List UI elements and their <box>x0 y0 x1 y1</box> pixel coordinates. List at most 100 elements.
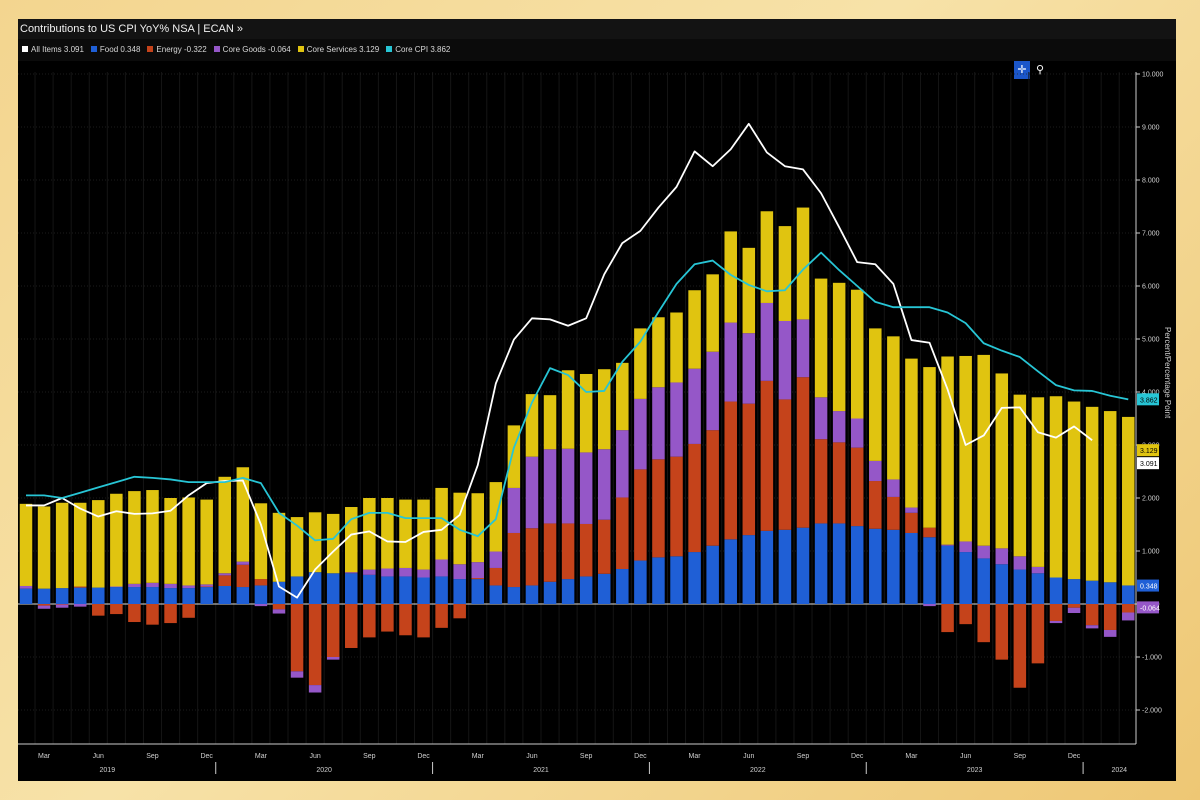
legend-item[interactable]: Core Services 3.129 <box>297 39 379 61</box>
x-year-label: 2021 <box>533 767 549 774</box>
bar-segment-energy <box>1049 604 1063 621</box>
x-month-label: Jun <box>743 753 754 760</box>
end-value-label: 3.091 <box>1140 461 1158 468</box>
bar-segment-food <box>796 527 810 604</box>
bar-segment-food <box>688 552 701 604</box>
bar-segment-core-goods <box>110 586 123 588</box>
bar-segment-core-services <box>363 498 376 570</box>
bar-segment-energy <box>814 439 828 524</box>
bar-segment-core-goods <box>869 460 882 482</box>
bar-segment-food <box>489 585 503 604</box>
bar-segment-energy <box>832 442 846 524</box>
bar-segment-food <box>887 529 900 604</box>
y-tick-label: 1.000 <box>1142 549 1160 556</box>
x-month-label: Mar <box>255 753 268 760</box>
legend-swatch <box>22 46 28 52</box>
bar-segment-food <box>525 585 539 604</box>
bar-segment-energy <box>597 519 611 574</box>
bar-segment-core-services <box>146 490 159 583</box>
x-month-label: Mar <box>689 753 702 760</box>
bar-segment-core-goods <box>1049 620 1063 624</box>
bar-segment-food <box>453 579 466 604</box>
bar-segment-food <box>1031 573 1045 604</box>
bar-segment-core-services <box>778 226 792 321</box>
crosshair-icon[interactable]: ✛ <box>1014 61 1030 79</box>
x-year-label: 2024 <box>1111 767 1127 774</box>
bar-segment-food <box>652 557 665 604</box>
x-month-label: Jun <box>960 753 971 760</box>
x-month-label: Jun <box>93 753 104 760</box>
x-month-label: Jun <box>526 753 537 760</box>
legend-item[interactable]: Core CPI 3.862 <box>386 39 450 61</box>
legend-item[interactable]: Energy -0.322 <box>147 39 207 61</box>
bar-segment-core-services <box>471 493 484 563</box>
x-year-label: 2023 <box>967 767 983 774</box>
bar-segment-core-goods <box>1013 556 1027 570</box>
bar-segment-food <box>1013 569 1027 604</box>
bar-segment-core-services <box>1031 397 1045 567</box>
bar-segment-core-goods <box>742 333 756 404</box>
bar-segment-core-goods <box>326 657 340 660</box>
bar-segment-food <box>995 564 1009 604</box>
bar-segment-core-services <box>435 487 448 560</box>
legend-item[interactable]: Core Goods -0.064 <box>213 39 291 61</box>
bar-segment-energy <box>579 523 593 577</box>
legend-item[interactable]: Food 0.348 <box>90 39 140 61</box>
legend-label: All Items 3.091 <box>31 45 84 54</box>
bar-segment-core-goods <box>1031 566 1045 574</box>
bar-segment-core-goods <box>308 685 322 693</box>
bar-segment-energy <box>471 578 484 580</box>
y-tick-label: 10.000 <box>1142 72 1164 79</box>
bar-segment-energy <box>905 512 918 533</box>
bar-segment-core-services <box>561 370 575 449</box>
bar-segment-food <box>1067 579 1081 604</box>
bar-segment-energy <box>1067 604 1081 608</box>
bar-segment-energy <box>706 430 719 546</box>
bar-segment-core-services <box>1122 416 1135 586</box>
bar-segment-energy <box>417 604 430 638</box>
bar-segment-core-goods <box>796 319 810 378</box>
legend-swatch <box>147 46 154 52</box>
bar-segment-core-goods <box>525 456 539 529</box>
bar-segment-core-goods <box>543 449 557 524</box>
bar-segment-core-services <box>814 278 828 398</box>
bar-segment-core-services <box>254 503 268 580</box>
bar-segment-core-services <box>652 317 665 388</box>
bar-segment-energy <box>995 604 1009 660</box>
bar-segment-food <box>1103 582 1117 604</box>
bar-segment-energy <box>688 443 701 553</box>
bar-segment-core-services <box>670 312 683 383</box>
bar-segment-core-goods <box>19 585 33 589</box>
bar-segment-energy <box>489 567 503 586</box>
zoom-icon[interactable]: ⚲ <box>1035 64 1045 76</box>
bar-segment-energy <box>869 481 882 529</box>
x-year-label: 2022 <box>750 767 766 774</box>
legend-item[interactable]: All Items 3.091 <box>22 39 84 61</box>
bar-segment-core-goods <box>634 398 647 470</box>
bar-segment-core-goods <box>272 609 286 614</box>
bar-segment-core-services <box>634 328 647 399</box>
bar-segment-core-services <box>1049 396 1063 578</box>
bar-segment-food <box>399 576 412 604</box>
bar-segment-core-goods <box>218 573 232 576</box>
stacked-bar-chart[interactable]: 10.0009.0008.0007.0006.0005.0004.0003.00… <box>18 19 1176 781</box>
bar-segment-food <box>634 560 647 604</box>
bar-segment-food <box>977 558 990 604</box>
bar-segment-food <box>778 529 792 604</box>
x-year-label: 2020 <box>316 767 332 774</box>
bar-segment-core-services <box>742 247 756 334</box>
bar-segment-core-services <box>19 503 33 586</box>
title-bar: Contributions to US CPI YoY% NSA | ECAN … <box>18 19 1176 39</box>
y-tick-label: 8.000 <box>1142 178 1160 185</box>
bar-segment-core-services <box>995 373 1009 549</box>
bar-segment-core-goods <box>778 320 792 400</box>
bar-segment-food <box>92 587 105 604</box>
bar-segment-energy <box>616 497 629 570</box>
bar-segment-core-goods <box>706 351 719 431</box>
bar-segment-core-services <box>1067 401 1081 580</box>
end-value-label: -0.064 <box>1140 605 1160 612</box>
bar-segment-energy <box>1031 604 1045 664</box>
bar-segment-core-services <box>55 502 69 589</box>
bar-segment-energy <box>128 604 141 623</box>
bar-segment-core-services <box>92 500 105 588</box>
